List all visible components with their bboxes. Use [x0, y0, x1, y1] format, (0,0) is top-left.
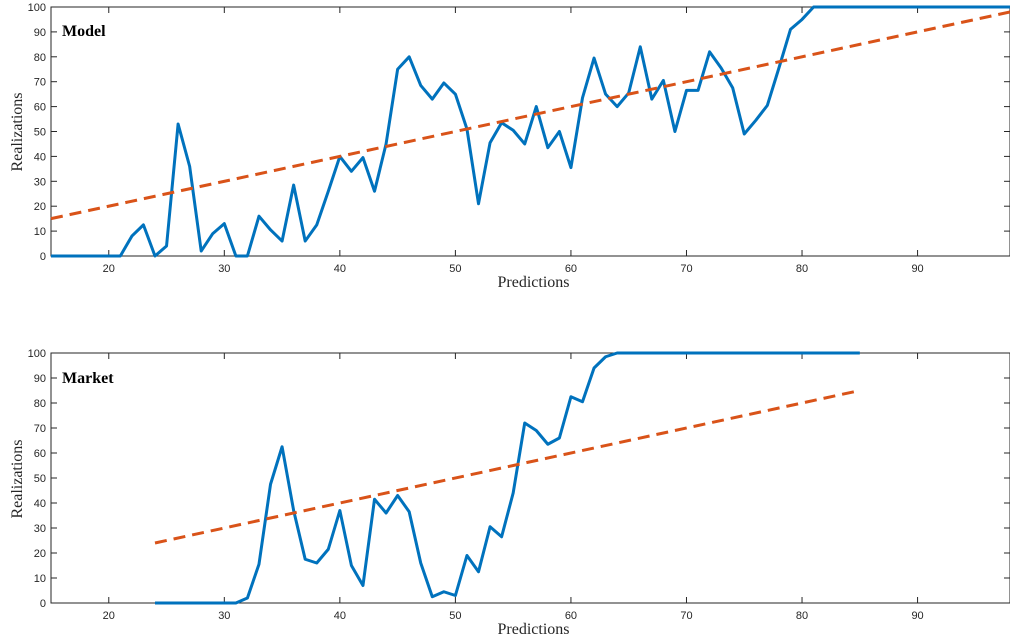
model-y-tick-label: 30	[34, 176, 46, 188]
model-chart-title: Model	[62, 23, 106, 40]
model-y-tick-label: 70	[34, 77, 46, 89]
model-y-tick-label: 80	[34, 52, 46, 64]
market-y-tick-label: 100	[28, 348, 46, 360]
market-plot-area	[50, 352, 1010, 604]
model-fit-line	[50, 10, 1010, 221]
market-x-tick-label: 20	[103, 610, 115, 622]
market-y-tick-label: 50	[34, 473, 46, 485]
market-x-tick-label: 30	[218, 610, 230, 622]
market-x-tick-label: 50	[449, 610, 461, 622]
market-x-axis-label: Predictions	[498, 621, 570, 636]
market-y-tick-label: 40	[34, 498, 46, 510]
market-chart-panel: Market Predictions Realizations 0 10 20 30 4…	[9, 348, 1010, 636]
market-y-tick-label: 10	[34, 573, 46, 585]
model-y-tick-label: 20	[34, 201, 46, 213]
market-y-tick-label: 80	[34, 398, 46, 410]
model-y-tick-label: 60	[34, 102, 46, 114]
market-y-axis-label: Realizations	[9, 439, 26, 518]
market-y-tick-label: 0	[40, 598, 46, 610]
market-y-tick-label: 60	[34, 448, 46, 460]
model-y-tick-label: 90	[34, 27, 46, 39]
market-realization-line	[154, 351, 860, 605]
model-y-tick-label: 40	[34, 151, 46, 163]
market-y-tick-label: 30	[34, 523, 46, 535]
model-realization-line	[51, 5, 1010, 258]
model-x-tick-label: 80	[796, 263, 808, 275]
model-x-tick-label: 70	[680, 263, 692, 275]
model-y-axis-label: Realizations	[9, 92, 26, 171]
market-chart-title: Market	[62, 370, 114, 387]
model-x-tick-label: 30	[218, 263, 230, 275]
market-x-tick-label: 40	[334, 610, 346, 622]
model-chart-panel: Model Predictions Realizations 0 10 20 30 40…	[9, 2, 1010, 291]
model-y-tick-label: 0	[40, 251, 46, 263]
market-fit-line	[154, 389, 861, 545]
model-plot-area	[50, 6, 1010, 257]
model-x-tick-label: 40	[334, 263, 346, 275]
market-y-tick-label: 70	[34, 423, 46, 435]
model-x-tick-label: 60	[565, 263, 577, 275]
model-x-axis-label: Predictions	[498, 274, 570, 291]
market-x-tick-label: 90	[911, 610, 923, 622]
model-y-tick-label: 10	[34, 226, 46, 238]
model-y-tick-label: 50	[34, 127, 46, 139]
market-x-tick-label: 80	[796, 610, 808, 622]
model-x-tick-label: 50	[449, 263, 461, 275]
market-x-tick-label: 60	[565, 610, 577, 622]
market-x-tick-label: 70	[680, 610, 692, 622]
model-x-tick-label: 20	[103, 263, 115, 275]
model-y-tick-label: 100	[28, 2, 46, 14]
market-y-tick-label: 90	[34, 373, 46, 385]
model-x-tick-label: 90	[911, 263, 923, 275]
market-y-tick-label: 20	[34, 548, 46, 560]
